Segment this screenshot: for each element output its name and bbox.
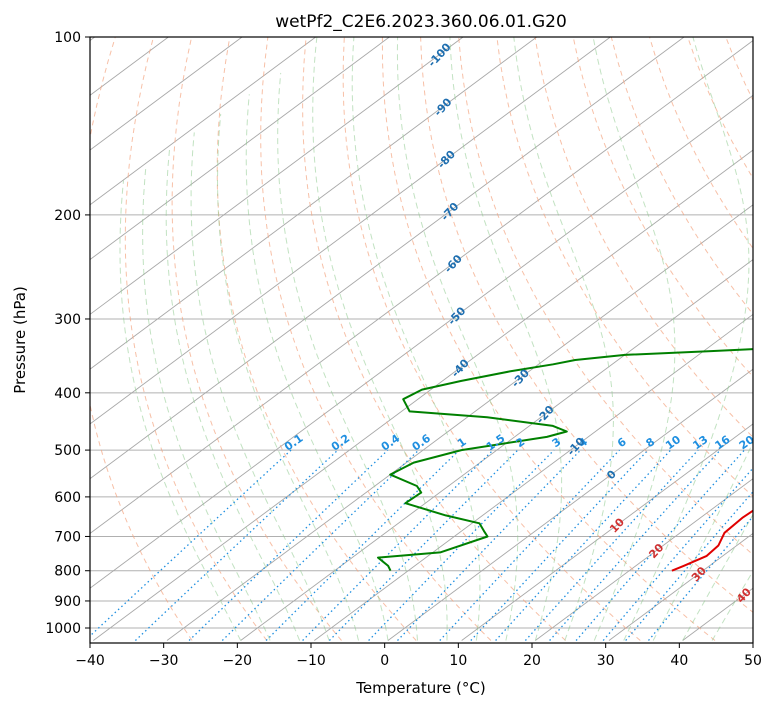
isotherm-line xyxy=(166,204,753,641)
y-tick-label: 900 xyxy=(54,594,81,610)
moist-adiabat-line xyxy=(623,37,750,641)
dry-adiabat-line xyxy=(534,37,753,438)
moist-adiabat-line xyxy=(119,180,242,641)
y-tick-label: 700 xyxy=(54,529,81,545)
isotherm-line xyxy=(90,94,753,589)
dry-adiabat-line xyxy=(381,37,716,641)
y-tick-label: 400 xyxy=(54,386,81,402)
x-axis-title: Temperature (°C) xyxy=(355,679,485,697)
chart-title: wetPf2_C2E6.2023.360.06.01.G20 xyxy=(275,12,567,32)
isotherm-line xyxy=(608,532,753,641)
mixing-ratio-line xyxy=(439,449,620,641)
mixing-ratio-line xyxy=(602,467,753,641)
y-tick-label: 600 xyxy=(54,490,81,506)
isotherm-line xyxy=(535,478,753,641)
isotherm-line xyxy=(90,39,753,535)
y-axis-title: Pressure (hPa) xyxy=(11,286,29,394)
x-tick-label: −20 xyxy=(223,653,253,669)
y-tick-label: 1000 xyxy=(45,621,81,637)
dry-adiabat-line xyxy=(216,37,417,641)
dry-adiabat-line xyxy=(496,37,753,498)
isotherm-line xyxy=(90,37,317,206)
isotherm-line xyxy=(90,37,243,151)
x-tick-label: 20 xyxy=(523,653,541,669)
moist-adiabat-line xyxy=(396,37,519,641)
moist-adiabat-line xyxy=(190,132,330,641)
dewpoint-profile-line xyxy=(377,348,753,572)
x-tick-label: 0 xyxy=(380,653,389,669)
isotherm-line xyxy=(461,423,753,641)
x-tick-label: 40 xyxy=(670,653,688,669)
dry-adiabat-line xyxy=(90,37,193,641)
y-tick-label: 300 xyxy=(54,312,81,328)
mixing-ratio-line xyxy=(188,449,389,641)
y-tick-label: 200 xyxy=(54,208,81,224)
x-tick-label: −10 xyxy=(296,653,326,669)
plot-frame xyxy=(89,36,754,644)
mixing-ratio-line xyxy=(625,490,753,641)
x-tick-label: −40 xyxy=(75,653,105,669)
dry-adiabat-line xyxy=(458,37,753,556)
isotherm-line xyxy=(90,37,538,370)
mixing-ratio-line xyxy=(397,449,582,641)
moist-adiabat-line xyxy=(652,441,753,641)
dry-adiabat-line xyxy=(302,37,566,641)
dry-adiabat-line xyxy=(420,37,753,613)
mixing-ratio-line xyxy=(134,449,339,641)
moist-adiabat-line xyxy=(165,149,301,641)
x-tick-label: 50 xyxy=(744,653,762,669)
mixing-ratio-line xyxy=(549,449,721,641)
moist-adiabat-line xyxy=(277,72,418,641)
isotherm-line xyxy=(240,259,753,641)
dry-adiabat-line xyxy=(342,37,641,641)
mixing-ratio-line xyxy=(368,449,555,641)
y-tick-label: 800 xyxy=(54,564,81,580)
moist-adiabat-line xyxy=(216,113,359,641)
isotherm-line xyxy=(93,149,753,641)
moist-adiabat-line xyxy=(449,37,563,641)
isotherm-line xyxy=(90,37,611,425)
moist-adiabat-line xyxy=(351,37,481,641)
mixing-ratio-line xyxy=(90,449,292,637)
mixing-ratio-line xyxy=(470,449,649,641)
dry-adiabat-line xyxy=(572,37,753,378)
mixing-ratio-line xyxy=(302,449,494,641)
x-tick-label: 30 xyxy=(597,653,615,669)
moist-adiabat-line xyxy=(142,165,271,641)
x-tick-label: 10 xyxy=(449,653,467,669)
dry-adiabat-line xyxy=(260,37,492,641)
isotherm-label: 40 xyxy=(734,585,754,605)
dry-adiabat-line xyxy=(610,37,753,315)
moist-adiabat-line xyxy=(312,37,448,641)
moist-adiabat-line xyxy=(592,37,676,641)
mixing-ratio-line xyxy=(524,449,699,641)
moist-adiabat-line xyxy=(513,37,614,641)
mixing-ratio-line xyxy=(328,449,519,641)
isotherm-line xyxy=(90,37,685,480)
mixing-ratio-line xyxy=(495,449,672,641)
moist-adiabat-line xyxy=(245,94,389,641)
y-tick-label: 100 xyxy=(54,30,81,46)
isotherm-line xyxy=(90,37,390,261)
isotherm-line xyxy=(387,368,753,641)
x-tick-label: −30 xyxy=(149,653,179,669)
isotherm-line xyxy=(90,37,464,315)
y-tick-label: 500 xyxy=(54,443,81,459)
